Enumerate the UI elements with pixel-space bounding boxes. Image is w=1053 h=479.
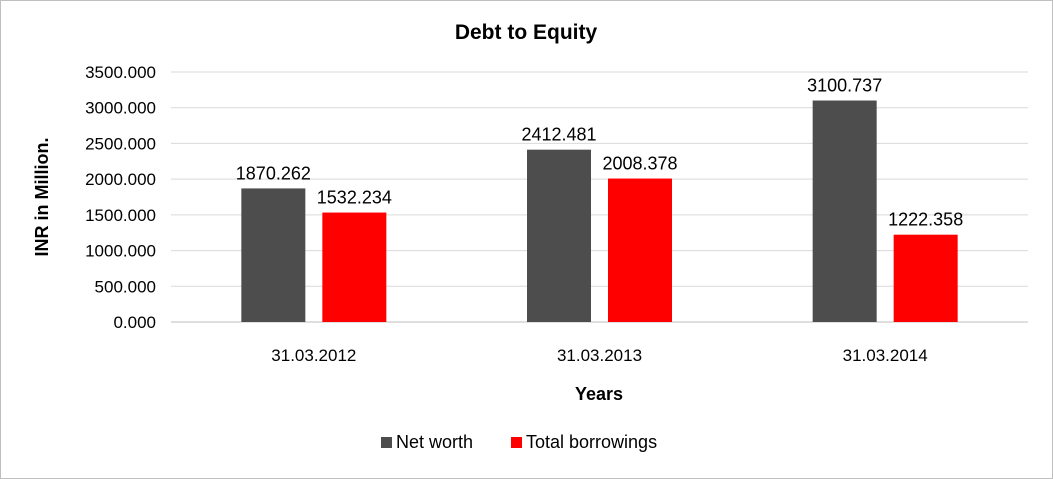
x-tick-label: 31.03.2012	[271, 346, 356, 365]
bar-net-worth	[812, 100, 877, 322]
y-tick-label: 1500.000	[85, 206, 156, 225]
y-tick-label: 500.000	[95, 277, 156, 296]
legend: Net worth Total borrowings	[381, 432, 657, 452]
data-label: 1532.234	[317, 188, 392, 208]
y-tick-label: 0.000	[113, 313, 156, 332]
gridlines	[171, 71, 1028, 323]
bar-net-worth	[241, 188, 306, 322]
x-axis-label: Years	[575, 384, 623, 404]
y-axis-ticks: 0.000 500.000 1000.000 1500.000 2000.000 2500…	[85, 63, 156, 332]
bars	[241, 100, 958, 322]
x-axis-ticks: 31.03.2012 31.03.2013 31.03.2014	[271, 346, 927, 365]
legend-label: Total borrowings	[526, 432, 657, 452]
legend-label: Net worth	[396, 432, 473, 452]
data-label: 2008.378	[602, 154, 677, 174]
legend-swatch	[381, 437, 392, 448]
chart-title: Debt to Equity	[455, 21, 598, 44]
y-tick-label: 2000.000	[85, 170, 156, 189]
y-tick-label: 2500.000	[85, 134, 156, 153]
y-axis-label: INR in Million.	[32, 138, 52, 257]
x-tick-label: 31.03.2013	[557, 346, 642, 365]
bar-net-worth	[527, 149, 591, 322]
bar-total-borrowings	[322, 212, 387, 322]
data-label: 3100.737	[807, 76, 882, 96]
y-tick-label: 3500.000	[85, 63, 156, 82]
bar-total-borrowings	[608, 178, 672, 322]
data-label: 1222.358	[888, 210, 963, 230]
legend-swatch	[511, 437, 522, 448]
data-labels: 1870.262 1532.234 2412.481 2008.378 3100.737…	[236, 76, 963, 230]
y-tick-label: 3000.000	[85, 99, 156, 118]
data-label: 2412.481	[521, 125, 596, 145]
y-tick-label: 1000.000	[85, 242, 156, 261]
data-label: 1870.262	[236, 163, 311, 183]
x-tick-label: 31.03.2014	[843, 346, 928, 365]
bar-total-borrowings	[893, 234, 958, 322]
